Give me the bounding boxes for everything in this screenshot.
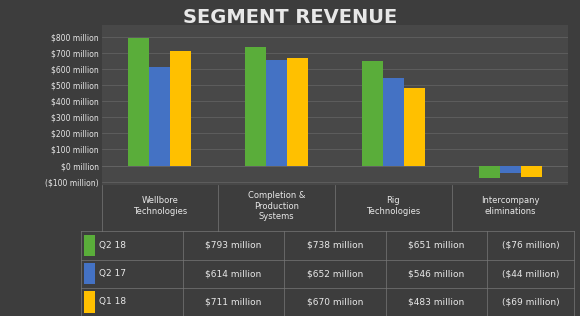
- Text: Intercompany
eliminations: Intercompany eliminations: [481, 197, 539, 216]
- Bar: [171, 51, 191, 166]
- Bar: [84, 263, 95, 284]
- Bar: [404, 88, 425, 166]
- Bar: [150, 67, 171, 166]
- Bar: [266, 60, 287, 166]
- Bar: [478, 166, 499, 178]
- Text: Rig
Technologies: Rig Technologies: [366, 197, 420, 216]
- Text: $614 million: $614 million: [205, 269, 262, 278]
- Bar: [245, 46, 266, 166]
- Text: Q2 17: Q2 17: [99, 269, 126, 278]
- Bar: [128, 38, 150, 166]
- Text: $711 million: $711 million: [205, 297, 262, 307]
- Text: Wellbore
Technologies: Wellbore Technologies: [133, 197, 187, 216]
- Text: Q2 18: Q2 18: [99, 241, 126, 250]
- Bar: [499, 166, 520, 173]
- Bar: [84, 234, 95, 256]
- Text: $546 million: $546 million: [408, 269, 465, 278]
- Text: $483 million: $483 million: [408, 297, 465, 307]
- Text: $652 million: $652 million: [307, 269, 363, 278]
- Text: SEGMENT REVENUE: SEGMENT REVENUE: [183, 8, 397, 27]
- Text: ($69 million): ($69 million): [502, 297, 560, 307]
- Text: $793 million: $793 million: [205, 241, 262, 250]
- Bar: [520, 166, 542, 177]
- Text: $670 million: $670 million: [307, 297, 363, 307]
- Text: $651 million: $651 million: [408, 241, 465, 250]
- Text: ($76 million): ($76 million): [502, 241, 560, 250]
- Text: $738 million: $738 million: [307, 241, 363, 250]
- Text: Q1 18: Q1 18: [99, 297, 126, 307]
- Bar: [383, 77, 404, 166]
- Text: Completion &
Production
Systems: Completion & Production Systems: [248, 191, 305, 221]
- Bar: [287, 58, 308, 166]
- Bar: [362, 61, 383, 166]
- Text: ($44 million): ($44 million): [502, 269, 559, 278]
- Bar: [84, 291, 95, 313]
